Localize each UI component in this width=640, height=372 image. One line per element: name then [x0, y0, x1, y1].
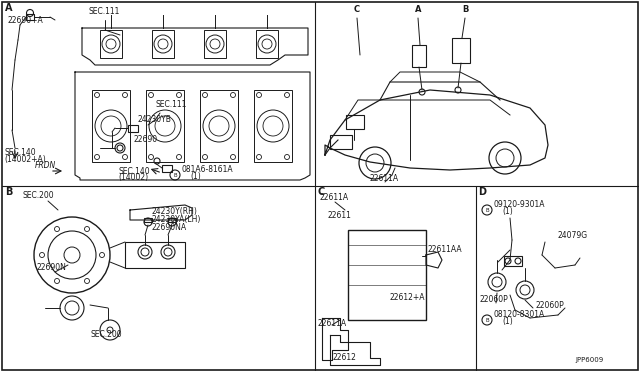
Text: 22611: 22611	[328, 211, 352, 220]
Text: FRDN: FRDN	[35, 161, 56, 170]
Text: SEC.140: SEC.140	[118, 167, 150, 176]
Text: JPP6009: JPP6009	[575, 357, 604, 363]
Text: SEC.140: SEC.140	[4, 148, 36, 157]
Text: SEC.111: SEC.111	[88, 7, 120, 16]
Text: SEC.200: SEC.200	[22, 191, 54, 200]
Text: 22611AA: 22611AA	[428, 245, 463, 254]
Bar	[144, 218, 152, 222]
Text: (14002+A): (14002+A)	[4, 155, 45, 164]
Text: 081A6-8161A: 081A6-8161A	[182, 165, 234, 174]
Text: 24230YB: 24230YB	[138, 115, 172, 124]
Text: B: B	[462, 5, 468, 14]
Text: 24230YA(LH): 24230YA(LH)	[152, 215, 202, 224]
Text: SEC.200: SEC.200	[90, 330, 122, 339]
Text: 22690N: 22690N	[36, 263, 66, 272]
Text: (1): (1)	[502, 207, 513, 216]
Bar	[100, 30, 122, 58]
Text: 24230Y(RH): 24230Y(RH)	[152, 207, 198, 216]
Text: 22611A: 22611A	[318, 319, 347, 328]
Text: C: C	[354, 5, 360, 14]
Text: 22690+A: 22690+A	[7, 16, 43, 25]
Text: 22612+A: 22612+A	[390, 293, 426, 302]
Bar	[152, 30, 174, 58]
Bar	[92, 90, 130, 162]
Text: C: C	[318, 187, 325, 197]
Text: B: B	[5, 187, 12, 197]
Bar	[346, 115, 364, 129]
Text: 22611A: 22611A	[320, 193, 349, 202]
Bar	[204, 30, 226, 58]
Text: 09120-9301A: 09120-9301A	[494, 200, 545, 209]
Text: 22060P: 22060P	[536, 301, 564, 310]
Bar	[412, 45, 426, 67]
Bar	[162, 165, 172, 172]
Text: 22611A: 22611A	[370, 174, 399, 183]
Text: SEC.111: SEC.111	[155, 100, 186, 109]
Bar	[200, 90, 238, 162]
Bar	[348, 230, 426, 320]
Text: (1): (1)	[190, 172, 201, 181]
Bar	[254, 90, 292, 162]
Bar	[504, 256, 522, 266]
Bar	[330, 135, 352, 149]
Text: D: D	[478, 187, 486, 197]
Text: 22690NA: 22690NA	[152, 223, 187, 232]
Bar	[452, 38, 470, 63]
Bar	[146, 90, 184, 162]
Bar	[256, 30, 278, 58]
Text: B: B	[173, 173, 177, 177]
Text: 24079G: 24079G	[558, 231, 588, 240]
Text: 22060P: 22060P	[480, 295, 509, 304]
Text: (14002): (14002)	[118, 173, 148, 182]
Bar	[168, 218, 176, 222]
Text: (1): (1)	[502, 317, 513, 326]
Text: 22612: 22612	[333, 353, 357, 362]
Text: A: A	[5, 3, 13, 13]
Text: B: B	[485, 208, 489, 212]
Text: A: A	[415, 5, 422, 14]
Bar	[26, 14, 34, 20]
Text: 22690: 22690	[133, 135, 157, 144]
Text: 08120-8301A: 08120-8301A	[494, 310, 545, 319]
Text: B: B	[485, 317, 489, 323]
Bar	[128, 125, 138, 132]
